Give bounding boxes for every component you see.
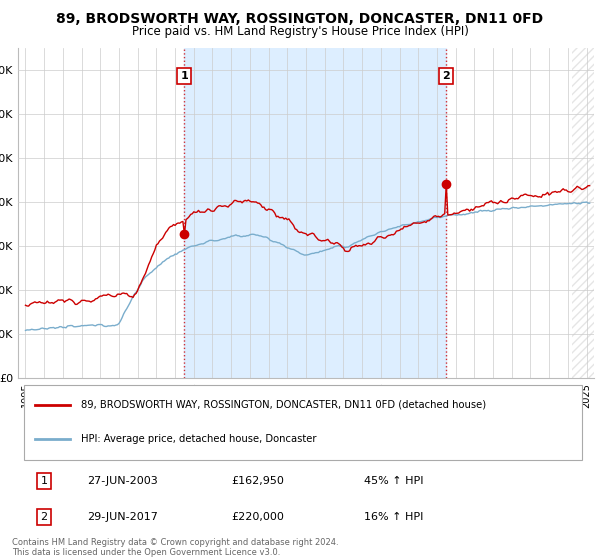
- Text: 89, BRODSWORTH WAY, ROSSINGTON, DONCASTER, DN11 0FD: 89, BRODSWORTH WAY, ROSSINGTON, DONCASTE…: [56, 12, 544, 26]
- Text: 45% ↑ HPI: 45% ↑ HPI: [364, 476, 423, 486]
- Text: 89, BRODSWORTH WAY, ROSSINGTON, DONCASTER, DN11 0FD (detached house): 89, BRODSWORTH WAY, ROSSINGTON, DONCASTE…: [82, 400, 487, 410]
- Text: HPI: Average price, detached house, Doncaster: HPI: Average price, detached house, Donc…: [82, 434, 317, 444]
- Text: £220,000: £220,000: [231, 512, 284, 522]
- Text: 27-JUN-2003: 27-JUN-2003: [87, 476, 158, 486]
- Text: 1: 1: [40, 476, 47, 486]
- Text: Price paid vs. HM Land Registry's House Price Index (HPI): Price paid vs. HM Land Registry's House …: [131, 25, 469, 38]
- Text: 2: 2: [442, 71, 450, 81]
- Bar: [184, 48, 446, 378]
- Text: 16% ↑ HPI: 16% ↑ HPI: [364, 512, 423, 522]
- Text: 1: 1: [180, 71, 188, 81]
- Text: 2: 2: [40, 512, 47, 522]
- Text: Contains HM Land Registry data © Crown copyright and database right 2024.
This d: Contains HM Land Registry data © Crown c…: [12, 538, 338, 557]
- Text: 29-JUN-2017: 29-JUN-2017: [87, 512, 158, 522]
- FancyBboxPatch shape: [24, 385, 583, 460]
- Text: £162,950: £162,950: [231, 476, 284, 486]
- Bar: [572, 48, 594, 378]
- Bar: [572, 48, 594, 378]
